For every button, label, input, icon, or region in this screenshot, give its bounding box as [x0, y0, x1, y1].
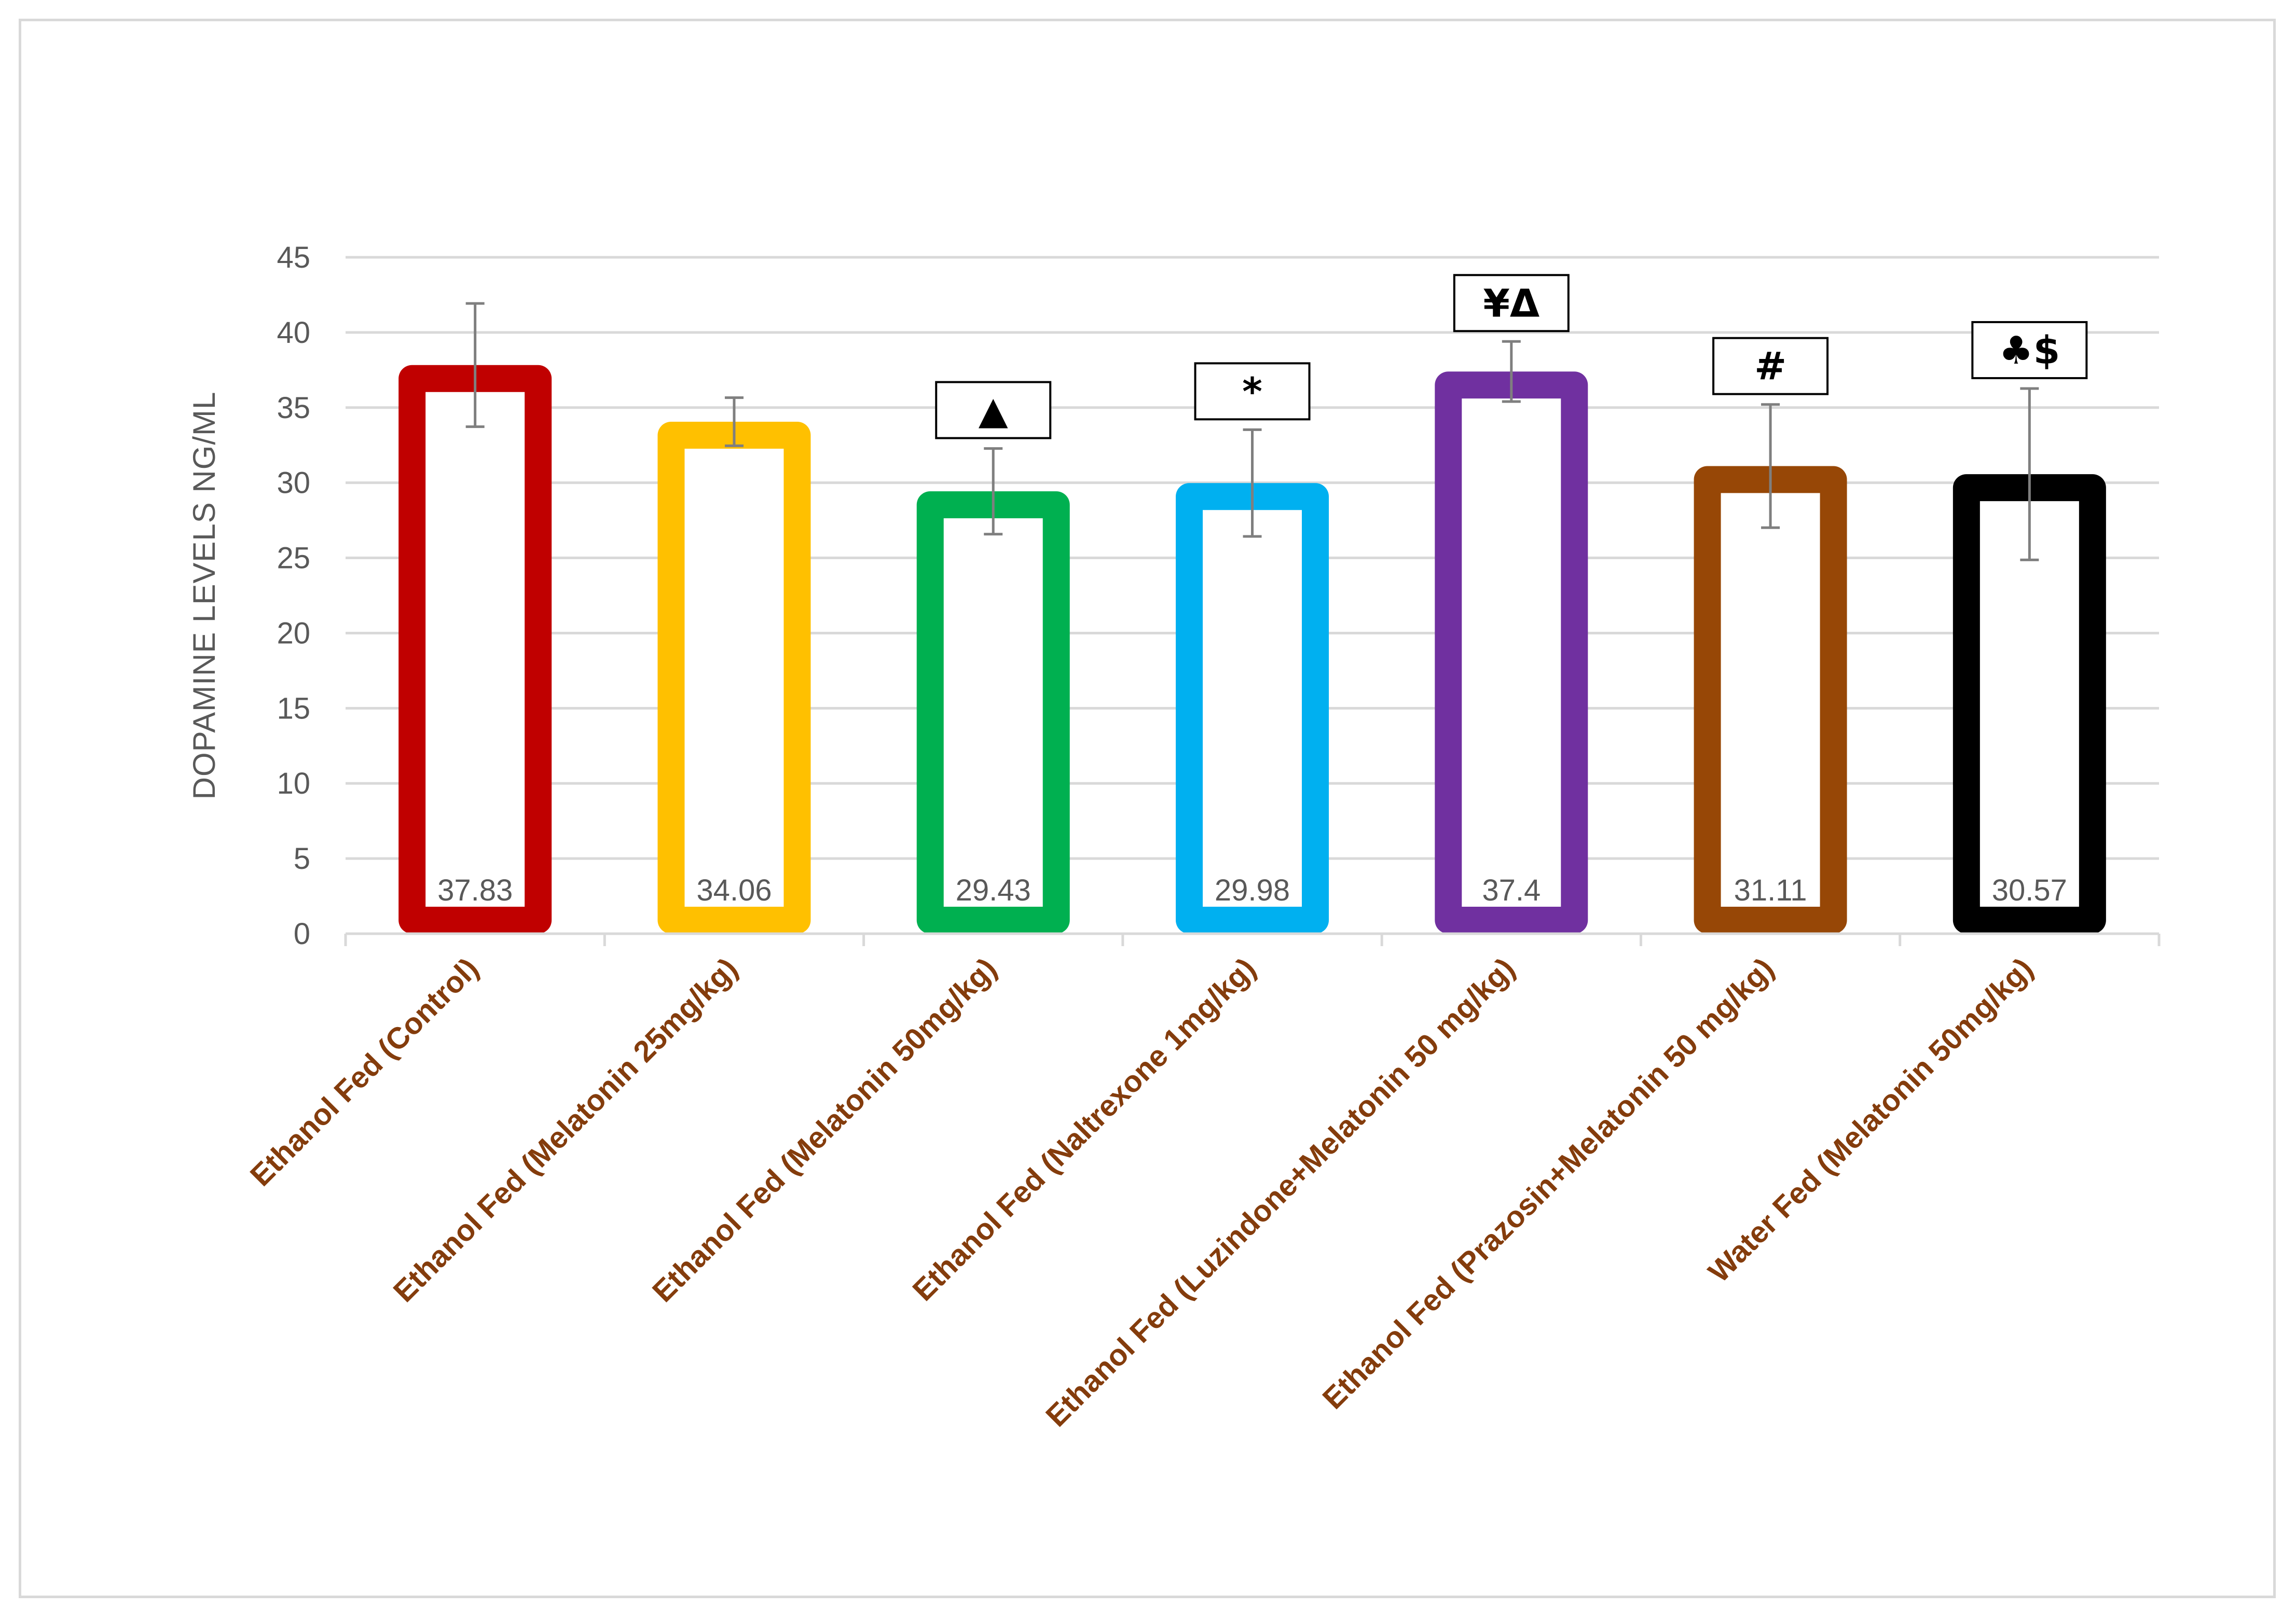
bar [1435, 371, 1588, 934]
y-axis-label: DOPAMINE LEVELS NG/ML [187, 392, 222, 800]
bar [916, 491, 1070, 934]
annotation-box [1194, 362, 1311, 421]
y-tick-label-20: 20 [277, 616, 310, 650]
annotation-box [935, 381, 1052, 439]
y-tick-label-45: 45 [277, 241, 310, 274]
value-label: 37.83 [437, 874, 513, 907]
y-tick-label-25: 25 [277, 542, 310, 575]
annotation-symbol: # [1754, 344, 1786, 389]
y-tick-label-0: 0 [294, 917, 310, 951]
value-label: 34.06 [696, 874, 772, 907]
y-tick-label-40: 40 [277, 316, 310, 350]
annotation-box [1971, 321, 2088, 379]
value-label: 31.11 [1734, 874, 1807, 907]
value-labels: 37.83 34.06 29.43 29.98 37.4 31.11 30.57 [437, 874, 2067, 907]
y-tick-label-15: 15 [277, 691, 310, 725]
annotation-symbol: ¥Δ [1483, 281, 1539, 326]
x-axis [344, 932, 2161, 946]
value-label: 30.57 [1992, 874, 2067, 907]
category-label: Ethanol Fed (Luzindone+Melatonin 50 mg/k… [1039, 951, 1521, 1433]
error-bars [465, 302, 2039, 561]
category-labels: Ethanol Fed (Control)Ethanol Fed (Melato… [244, 951, 2040, 1433]
y-tick-labels: 0 5 10 15 20 25 30 35 40 45 [277, 241, 310, 951]
chart-frame: 0 5 10 15 20 25 30 35 40 45 37.83 34.06 29.43 29.98 3… [19, 19, 2276, 1598]
value-label: 29.98 [1215, 874, 1290, 907]
annotation-box [1453, 274, 1570, 332]
y-tick-label-35: 35 [277, 391, 310, 425]
annotation-symbol: * [1242, 369, 1262, 414]
value-label: 37.4 [1482, 874, 1541, 907]
bar [657, 422, 811, 934]
significance-annotations: ▲ * ¥Δ # ♣$ [935, 274, 2088, 439]
value-label: 29.43 [956, 874, 1031, 907]
bar [1694, 466, 1847, 934]
annotation-box [1712, 337, 1829, 395]
annotation-symbol: ▲ [979, 389, 1008, 433]
y-tick-label-30: 30 [277, 466, 310, 500]
y-tick-label-10: 10 [277, 767, 310, 800]
category-label: Ethanol Fed (Prazosin+Melatonin 50 mg/kg… [1316, 951, 1780, 1416]
annotation-symbol: ♣$ [1999, 328, 2060, 373]
bar [398, 365, 552, 934]
bar [1176, 483, 1329, 934]
category-label: Ethanol Fed (Control) [244, 951, 485, 1193]
y-tick-label-5: 5 [294, 842, 310, 876]
